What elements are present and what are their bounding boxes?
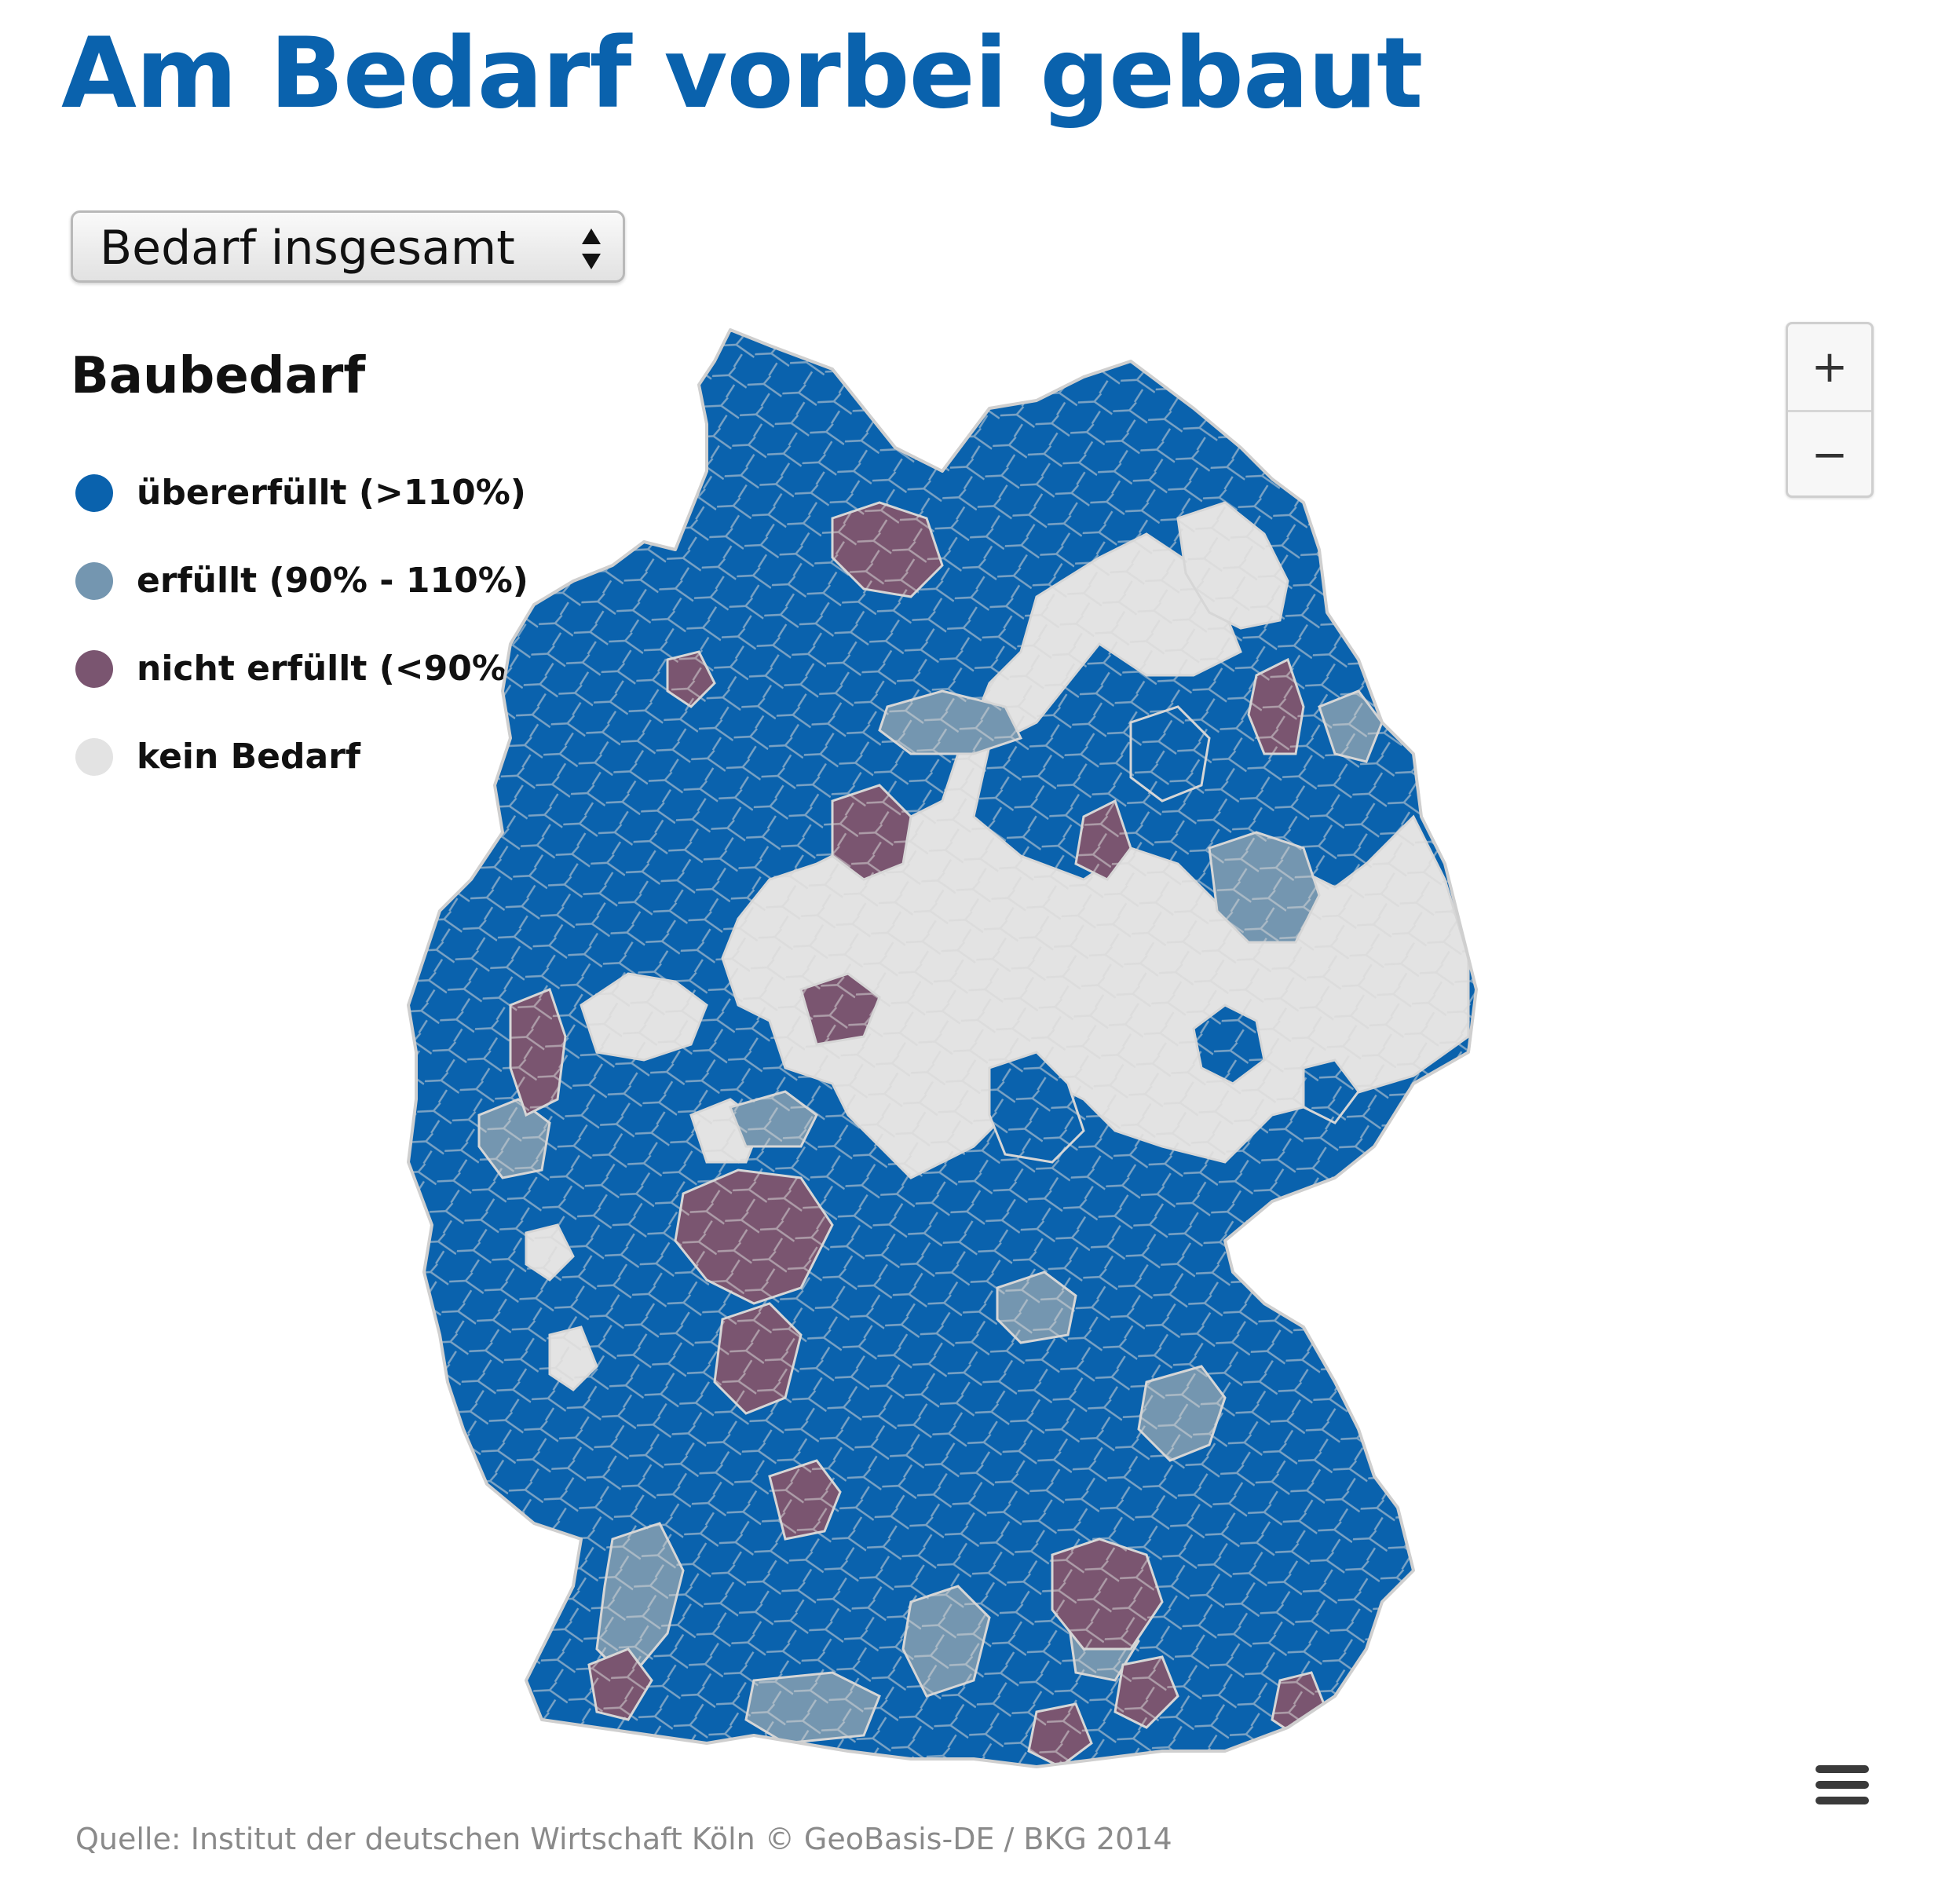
legend-title: Baubedarf bbox=[71, 347, 366, 405]
legend-label-uebererfuellt: übererfüllt (>110%) bbox=[137, 473, 526, 513]
indicator-select[interactable]: Bedarf insgesamt bbox=[71, 210, 625, 283]
germany-district-map[interactable] bbox=[393, 314, 1539, 1790]
legend-dot-uebererfuellt bbox=[75, 474, 113, 512]
zoom-in-button[interactable]: + bbox=[1788, 324, 1871, 412]
chart-menu-button[interactable] bbox=[1806, 1757, 1877, 1812]
map-regions bbox=[408, 330, 1476, 1767]
zoom-out-button[interactable]: − bbox=[1788, 412, 1871, 498]
page-title: Am Bedarf vorbei gebaut bbox=[61, 17, 1423, 130]
legend-dot-kein-bedarf bbox=[75, 738, 113, 776]
zoom-out-icon: − bbox=[1811, 430, 1848, 481]
legend-dot-erfuellt bbox=[75, 562, 113, 600]
select-arrows-icon bbox=[582, 229, 601, 269]
zoom-in-icon: + bbox=[1811, 342, 1848, 393]
legend-label-nicht-erfuellt: nicht erfüllt (<90%) bbox=[137, 649, 523, 689]
legend-label-erfuellt: erfüllt (90% - 110%) bbox=[137, 561, 528, 601]
legend-dot-nicht-erfuellt bbox=[75, 650, 113, 688]
source-credit: Quelle: Institut der deutschen Wirtschaf… bbox=[75, 1822, 1172, 1856]
indicator-select-value: Bedarf insgesamt bbox=[100, 221, 515, 276]
legend-label-kein-bedarf: kein Bedarf bbox=[137, 737, 361, 777]
zoom-controls: + − bbox=[1786, 322, 1874, 498]
